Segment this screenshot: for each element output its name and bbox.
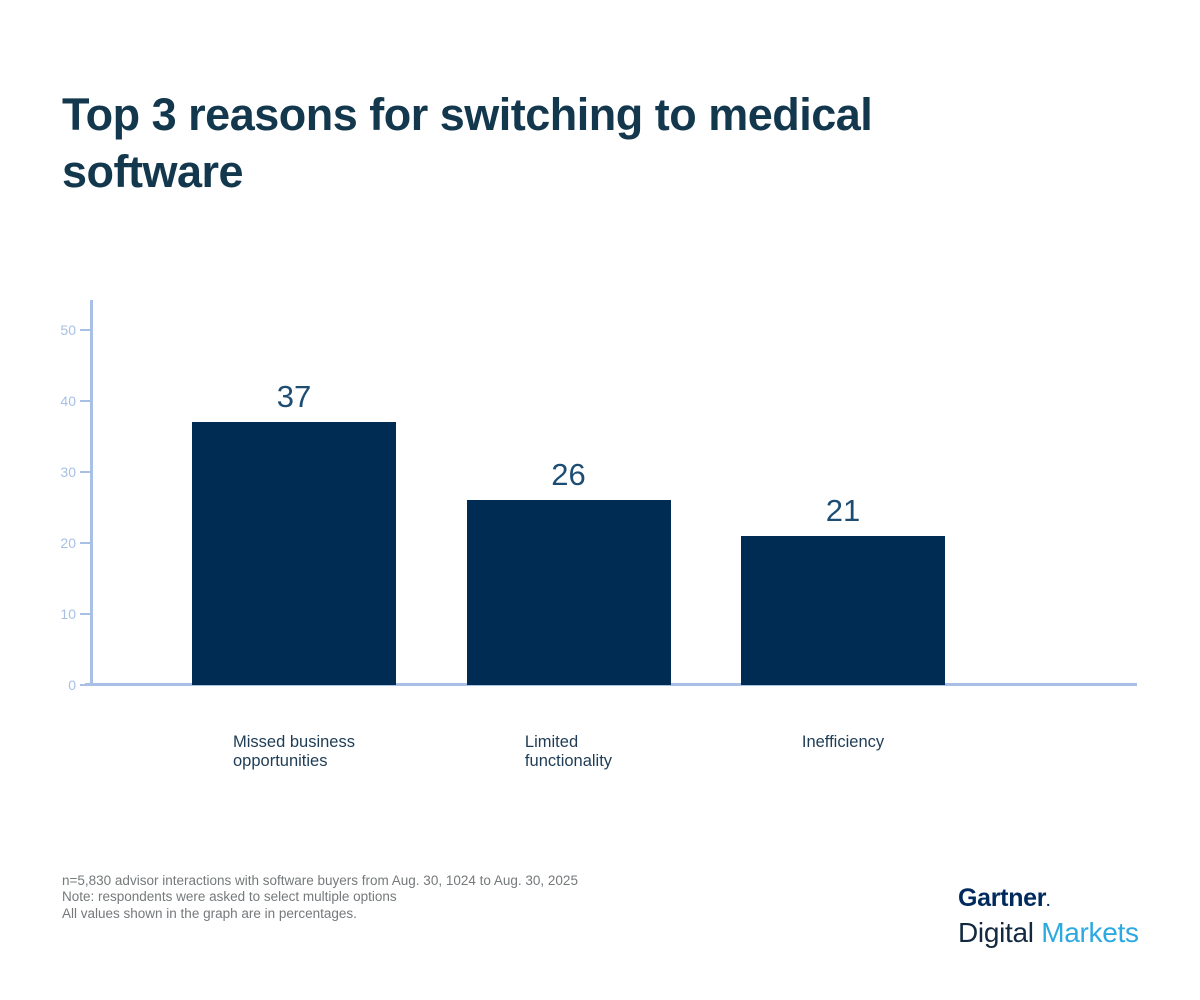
y-tick-label: 40: [60, 393, 76, 409]
y-tick-label: 30: [60, 464, 76, 480]
y-tick-label: 50: [60, 322, 76, 338]
category-label: Inefficiency: [801, 733, 885, 751]
bar-value-label: 26: [551, 457, 586, 493]
y-tick-label: 0: [68, 677, 76, 693]
footnote-line-note: Note: respondents were asked to select m…: [62, 889, 397, 905]
y-tick-mark: [80, 400, 90, 402]
footnote-line-sample: n=5,830 advisor interactions with softwa…: [62, 873, 578, 888]
gartner-digital-markets-logo: Gartner. Digital Markets: [958, 885, 1139, 949]
logo-gartner-wordmark: Gartner.: [958, 885, 1139, 914]
footnote-line-units: All values shown in the graph are in per…: [62, 905, 357, 921]
bar-inefficiency: [741, 535, 945, 685]
bar-value-label: 21: [825, 492, 861, 528]
y-tick-label: 20: [60, 535, 76, 551]
y-axis-line: [90, 300, 93, 685]
y-tick-mark: [80, 542, 90, 544]
y-tick-mark: [80, 329, 90, 331]
logo-registered-dot: .: [1046, 893, 1050, 909]
logo-markets-text: Markets: [1033, 917, 1139, 948]
footnote: n=5,830 advisor interactions with softwa…: [62, 873, 578, 922]
plot-area: 0 10 20 30 40 50 37 Missed business opportuniti…: [60, 300, 1138, 770]
bar-value-label: 37: [276, 379, 312, 415]
logo-gartner-text: Gartner: [958, 884, 1047, 912]
y-tick-mark: [80, 471, 90, 473]
y-tick-mark: [80, 684, 90, 686]
logo-digital-markets: Digital Markets: [958, 917, 1139, 949]
y-tick-label: 10: [60, 606, 76, 622]
logo-digital-text: Digital: [958, 917, 1034, 948]
category-label: Limited functionality: [524, 733, 613, 770]
y-tick-mark: [80, 613, 90, 615]
category-label: Missed business opportunities: [233, 733, 355, 770]
bar-missed-business-opportunities: [192, 422, 396, 685]
bar-limited-functionality: [466, 500, 671, 685]
chart-title: Top 3 reasons for switching to medical s…: [62, 89, 873, 197]
